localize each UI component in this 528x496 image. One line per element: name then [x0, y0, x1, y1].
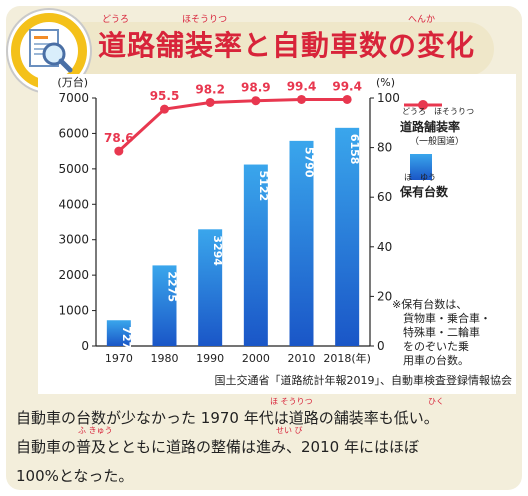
caption-ruby-1: ほ そうりつ [270, 397, 313, 406]
legend-line-ruby: どうろ ほそうりつ [402, 107, 475, 116]
y-right-tick-label: 20 [377, 289, 392, 303]
line-value-label: 99.4 [332, 79, 362, 93]
y-left-tick-label: 7000 [58, 91, 89, 105]
legend-bar-label: 保有台数 [400, 185, 449, 199]
x-tick-label: 2010 [288, 352, 316, 365]
y-right-unit: (%) [376, 76, 395, 89]
title-ruby-1: どうろ [102, 15, 130, 25]
title-ruby-3: へんか [408, 15, 436, 25]
bar-value-label: 5790 [303, 147, 316, 178]
caption-ruby-3: ふ きゅう [78, 426, 113, 435]
y-right-tick-label: 100 [377, 91, 400, 105]
line-value-label: 98.9 [241, 81, 271, 95]
note-line-5: 用車の台数。 [403, 354, 469, 367]
bar [106, 320, 131, 346]
y-right-tick-label: 80 [377, 141, 392, 155]
x-tick-label: 1970 [105, 352, 133, 365]
line-value-label: 98.2 [195, 82, 225, 96]
bar [152, 265, 177, 346]
note-line-1: ※保有台数は、 [392, 298, 468, 311]
note-line-3: 特殊車・二輪車 [403, 326, 480, 339]
y-left-unit: (万台) [57, 75, 88, 89]
caption: 自動車の台数が少なかった 1970 年代は道路の舗装率も低い。 自動車の普及とと… [16, 404, 516, 491]
bar-value-label: 5122 [257, 171, 270, 202]
badge-inner [20, 22, 78, 80]
legend-line-dot [418, 100, 428, 110]
line-point [160, 104, 169, 114]
bar-value-label: 727 [120, 326, 133, 349]
badge [8, 10, 90, 92]
x-tick-label: 1980 [151, 352, 179, 365]
y-left-tick-label: 2000 [58, 268, 89, 282]
bar [335, 127, 360, 346]
y-left-tick-label: 4000 [58, 197, 89, 211]
series-line [117, 97, 348, 153]
x-tick-label: 2000 [242, 352, 270, 365]
line-value-label: 78.6 [104, 131, 134, 145]
bar-value-label: 3294 [211, 235, 224, 266]
y-right-tick-label: 40 [377, 240, 392, 254]
bar [243, 164, 268, 346]
legend-bar-swatch [410, 154, 432, 180]
source-credit: 国土交通省「道路統計年報2019」、自動車検査登録情報協会 [214, 374, 513, 387]
y-left-tick-label: 3000 [58, 233, 89, 247]
bar [289, 140, 314, 346]
chart: 0 1000 2000 3000 4000 5000 6000 7000 (万台) 0 20 40 60… [57, 75, 442, 365]
bar-value-label: 6158 [348, 134, 361, 165]
x-tick-label: 1990 [196, 352, 224, 365]
line-value-label: 99.4 [287, 79, 317, 93]
legend-line-sublabel: （一般国道） [410, 137, 465, 147]
caption-ruby-4: せい び [276, 426, 303, 435]
title-bar [54, 22, 494, 76]
bar-value-label: 2275 [166, 271, 179, 302]
chart-panel: 0 1000 2000 3000 4000 5000 6000 7000 (万台) 0 20 40 60… [38, 74, 516, 394]
title-ruby-2: ほそうりつ [182, 15, 228, 25]
line-point [342, 94, 352, 104]
note-line-2: 貨物車・乗合車・ [403, 312, 491, 325]
line-point [205, 97, 215, 107]
line-value-label: 95.5 [150, 89, 180, 103]
caption-line-1: 自動車の台数が少なかった 1970 年代は道路の舗装率も低い。 [16, 409, 439, 427]
y-left-tick-label: 6000 [58, 126, 89, 140]
caption-line-3: 100%となった。 [16, 467, 134, 485]
legend-bar-ruby: ほ ゆう [404, 173, 436, 182]
y-right-tick-label: 0 [377, 339, 385, 353]
line-point [114, 146, 124, 156]
note-line-4: をのぞいた乗 [403, 340, 469, 353]
y-left-tick-label: 5000 [58, 162, 89, 176]
line-point [297, 94, 306, 104]
page-title: 道路舗装率と自動車数の変化 [98, 29, 476, 62]
y-left-tick-label: 1000 [58, 304, 89, 318]
document-icon [29, 29, 73, 73]
legend-line-label: 道路舗装率 [400, 120, 461, 134]
line-point [251, 96, 261, 106]
y-left-tick-label: 0 [81, 339, 89, 353]
chart-note: ※保有台数は、 貨物車・乗合車・ 特殊車・二輪車 をのぞいた乗 用車の台数。 [392, 298, 512, 368]
caption-ruby-2: ひく [428, 397, 444, 406]
x-tick-label: 2018(年) [323, 351, 371, 365]
caption-line-2: 自動車の普及とともに道路の整備は進み、2010 年にはほぼ [16, 438, 419, 456]
y-right-tick-label: 60 [377, 190, 392, 204]
bar [198, 229, 223, 346]
magnifier-icon [42, 42, 73, 73]
